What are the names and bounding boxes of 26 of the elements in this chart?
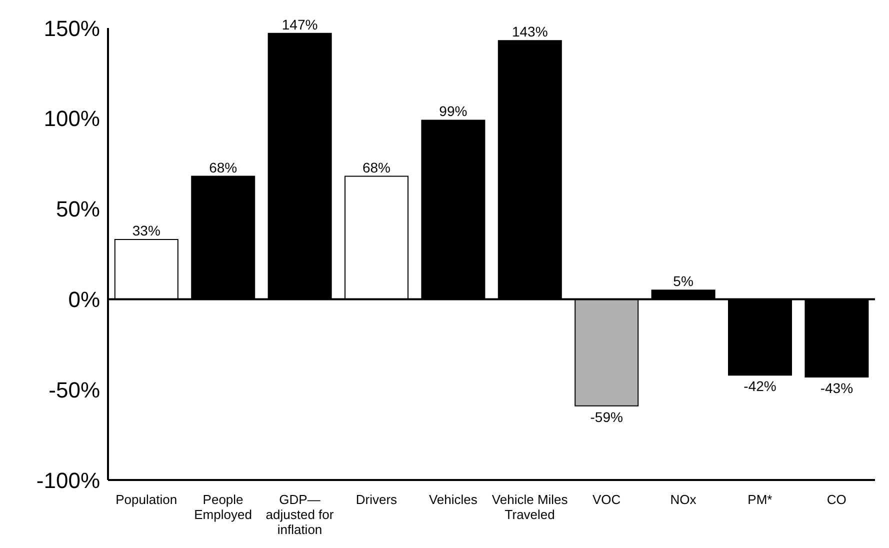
data-label: -59% <box>590 408 623 425</box>
x-tick-label: NOx <box>670 492 697 507</box>
data-label: 68% <box>209 159 238 176</box>
x-tick-label: Population <box>116 492 178 507</box>
x-tick-label: GDP—adjusted for inflation <box>266 492 334 537</box>
x-tick-label: VOC <box>592 492 621 507</box>
x-tick-label: Vehicle Miles Traveled <box>492 492 568 522</box>
data-label: -42% <box>744 378 776 394</box>
data-label: 68% <box>362 159 391 176</box>
y-tick-label: -100% <box>36 468 100 493</box>
y-tick-label: 50% <box>56 196 100 222</box>
data-label: -43% <box>820 380 854 396</box>
x-tick-label: CO <box>826 492 846 507</box>
x-tick-label: PM* <box>748 492 772 507</box>
data-label: 143% <box>512 24 548 40</box>
data-label: 99% <box>439 103 468 120</box>
y-tick-label: 0% <box>68 287 100 312</box>
y-tick-label: 100% <box>44 106 100 132</box>
y-tick-label: -50% <box>48 377 100 402</box>
data-label: 33% <box>132 222 160 239</box>
x-tick-label: Drivers <box>356 492 398 507</box>
data-label: 5% <box>673 273 694 290</box>
y-tick-label: 150% <box>44 16 100 41</box>
x-tick-label: People Employed <box>194 492 252 522</box>
data-label: 147% <box>282 16 318 32</box>
x-tick-label: Vehicles <box>428 492 478 507</box>
